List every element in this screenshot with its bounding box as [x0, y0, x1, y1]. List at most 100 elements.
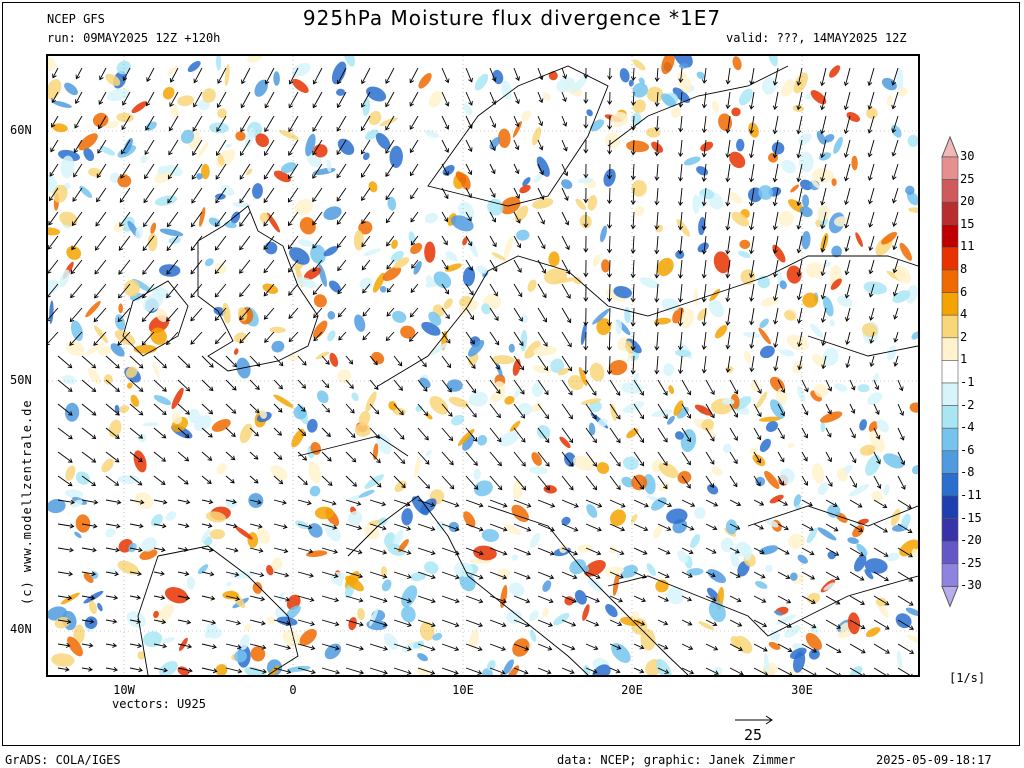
- divergence-cell: [348, 617, 357, 631]
- wind-arrow-icon: [249, 571, 265, 578]
- divergence-cell: [92, 112, 109, 128]
- wind-arrow-icon: [465, 307, 475, 321]
- wind-arrow-icon: [105, 355, 120, 369]
- wind-arrow-icon: [129, 667, 143, 673]
- wind-vectors: [48, 67, 915, 675]
- wind-arrow-icon: [609, 667, 621, 674]
- divergence-cell: [646, 563, 656, 576]
- wind-arrow-icon: [263, 163, 275, 180]
- divergence-cell: [165, 511, 177, 521]
- divergence-cell: [827, 550, 836, 560]
- divergence-cell: [823, 296, 834, 317]
- wind-arrow-icon: [48, 235, 59, 250]
- wind-arrow-icon: [753, 403, 762, 418]
- divergence-cell: [271, 340, 285, 353]
- wind-arrow-icon: [654, 259, 660, 279]
- divergence-cell: [197, 141, 209, 158]
- divergence-cell: [473, 480, 493, 497]
- wind-arrow-icon: [513, 571, 531, 580]
- divergence-cell: [424, 561, 439, 574]
- wind-arrow-icon: [57, 642, 71, 648]
- wind-arrow-icon: [393, 667, 412, 675]
- divergence-cell: [656, 658, 672, 675]
- wind-arrow-icon: [633, 523, 649, 532]
- wind-arrow-icon: [633, 403, 644, 420]
- divergence-cell: [497, 128, 511, 148]
- divergence-cell: [823, 582, 835, 591]
- wind-arrow-icon: [337, 259, 347, 272]
- divergence-cell: [773, 610, 783, 616]
- wind-arrow-icon: [609, 595, 623, 603]
- divergence-cell: [626, 428, 639, 439]
- wind-arrow-icon: [441, 643, 460, 652]
- divergence-cell: [700, 141, 714, 152]
- wind-arrow-icon: [725, 67, 731, 85]
- colorbar-tick-label: 20: [960, 194, 975, 209]
- divergence-cell: [214, 262, 227, 275]
- wind-arrow-icon: [345, 595, 364, 603]
- wind-arrow-icon: [190, 259, 203, 275]
- wind-arrow-icon: [75, 91, 83, 105]
- divergence-cell: [886, 95, 893, 107]
- divergence-cell: [73, 624, 85, 644]
- wind-arrow-icon: [393, 619, 412, 628]
- wind-arrow-icon: [654, 187, 660, 206]
- divergence-cell: [118, 303, 123, 314]
- wind-arrow-icon: [225, 499, 237, 505]
- wind-arrow-icon: [845, 355, 851, 369]
- wind-arrow-icon: [369, 379, 379, 390]
- wind-arrow-icon: [190, 283, 203, 298]
- wind-arrow-icon: [561, 283, 571, 299]
- wind-arrow-icon: [273, 667, 292, 675]
- wind-arrow-icon: [214, 307, 227, 321]
- divergence-cell: [481, 303, 491, 315]
- wind-arrow-icon: [321, 619, 340, 627]
- wind-arrow-icon: [725, 307, 731, 326]
- wind-arrow-icon: [249, 499, 262, 505]
- wind-arrow-icon: [369, 547, 388, 555]
- wind-arrow-icon: [537, 403, 550, 420]
- wind-arrow-icon: [583, 235, 589, 253]
- wind-arrow-icon: [369, 451, 381, 464]
- map-area[interactable]: [46, 54, 920, 677]
- divergence-cell: [312, 320, 328, 339]
- wind-arrow-icon: [145, 115, 155, 131]
- divergence-cell: [799, 206, 813, 217]
- divergence-cell: [516, 229, 530, 241]
- wind-arrow-icon: [701, 331, 707, 351]
- wind-arrow-icon: [129, 379, 144, 392]
- divergence-cell: [865, 627, 881, 638]
- wind-arrow-icon: [417, 595, 436, 604]
- wind-arrow-icon: [585, 475, 598, 491]
- wind-arrow-icon: [681, 595, 692, 602]
- wind-arrow-icon: [336, 115, 347, 132]
- wind-arrow-icon: [393, 451, 406, 465]
- wind-arrow-icon: [748, 163, 755, 183]
- colorbar-swatch: [941, 427, 959, 452]
- divergence-cell: [865, 454, 881, 476]
- divergence-cell: [337, 138, 355, 155]
- wind-arrow-icon: [820, 283, 827, 300]
- wind-arrow-icon: [263, 187, 275, 204]
- footer-software: GrADS: COLA/IGES: [5, 753, 121, 767]
- wind-arrow-icon: [513, 235, 522, 249]
- divergence-cell: [432, 632, 443, 641]
- wind-arrow-icon: [753, 571, 766, 579]
- wind-arrow-icon: [585, 427, 597, 444]
- wind-arrow-icon: [215, 187, 227, 204]
- watermark: (c) www.modellzentrale.de: [20, 399, 34, 605]
- divergence-cell: [347, 495, 361, 503]
- divergence-cell: [200, 529, 211, 543]
- wind-arrow-icon: [465, 571, 484, 580]
- wind-arrow-icon: [796, 115, 803, 135]
- wind-arrow-icon: [441, 379, 452, 393]
- wind-arrow-icon: [489, 523, 508, 532]
- wind-arrow-icon: [678, 67, 684, 84]
- divergence-cell: [572, 276, 582, 285]
- divergence-cell: [329, 352, 339, 367]
- divergence-cell: [217, 108, 227, 119]
- wind-arrow-icon: [166, 307, 179, 322]
- wind-arrow-icon: [891, 139, 899, 157]
- divergence-cell: [522, 177, 531, 187]
- wind-arrow-icon: [312, 67, 323, 85]
